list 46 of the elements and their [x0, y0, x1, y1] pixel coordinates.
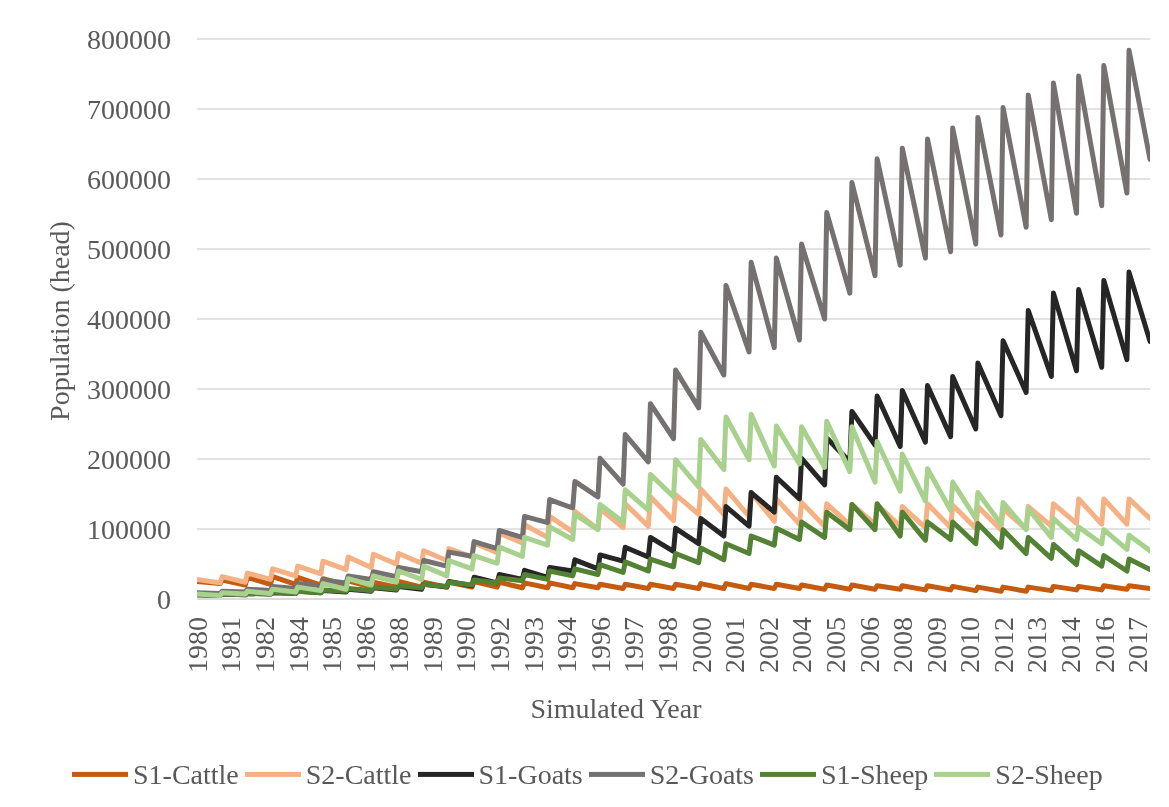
x-tick-label: 2016: [1088, 617, 1120, 673]
x-tick-label: 2012: [987, 617, 1019, 673]
legend-label: S2-Cattle: [305, 758, 412, 791]
x-tick-label: 2000: [685, 617, 717, 673]
y-tick-label: 700000: [87, 93, 171, 125]
legend-label: S2-Goats: [649, 758, 754, 791]
y-axis-title: Population (head): [43, 221, 76, 421]
x-tick-label: 1982: [248, 617, 280, 673]
legend-label: S1-Cattle: [133, 758, 239, 791]
x-tick-label: 1989: [416, 617, 448, 673]
x-tick-label: 2005: [819, 617, 851, 673]
x-axis-title: Simulated Year: [530, 692, 702, 726]
x-tick-label: 1988: [383, 617, 415, 673]
y-tick-label: 500000: [87, 233, 171, 265]
x-tick-label: 2008: [887, 617, 919, 673]
x-tick-label: 2006: [853, 617, 885, 673]
x-tick-label: 1994: [551, 617, 583, 673]
x-tick-label: 1986: [349, 617, 381, 673]
y-tick-label: 600000: [87, 163, 171, 195]
x-tick-label: 2017: [1122, 617, 1154, 673]
x-tick-label: 1990: [450, 617, 482, 673]
legend-label: S2-Sheep: [995, 758, 1103, 791]
y-tick-label: 300000: [87, 373, 171, 405]
x-tick-label: 2013: [1021, 617, 1053, 673]
legend-label: S1-Sheep: [821, 758, 929, 791]
x-tick-label: 1992: [484, 617, 516, 673]
x-tick-label: 2009: [920, 617, 952, 673]
x-tick-label: 1997: [618, 617, 650, 673]
x-tick-label: 1993: [517, 617, 549, 673]
x-tick-label: 2010: [954, 617, 986, 673]
x-tick-label: 2004: [786, 617, 818, 673]
legend-label: S1-Goats: [478, 758, 583, 791]
x-tick-label: 1998: [652, 617, 683, 673]
x-tick-label: 1981: [215, 617, 247, 673]
x-tick-label: 1984: [282, 617, 314, 673]
y-tick-label: 0: [157, 583, 171, 615]
x-tick-label: 1985: [316, 617, 348, 673]
y-tick-label: 800000: [87, 23, 171, 55]
y-tick-label: 200000: [87, 443, 171, 475]
x-tick-label: 2014: [1055, 617, 1087, 673]
y-tick-label: 100000: [87, 513, 171, 545]
x-tick-label: 2002: [752, 617, 784, 673]
y-tick-label: 400000: [87, 303, 171, 335]
x-tick-label: 1996: [584, 617, 616, 673]
x-tick-label: 1980: [181, 617, 213, 673]
x-tick-label: 2001: [719, 617, 751, 673]
